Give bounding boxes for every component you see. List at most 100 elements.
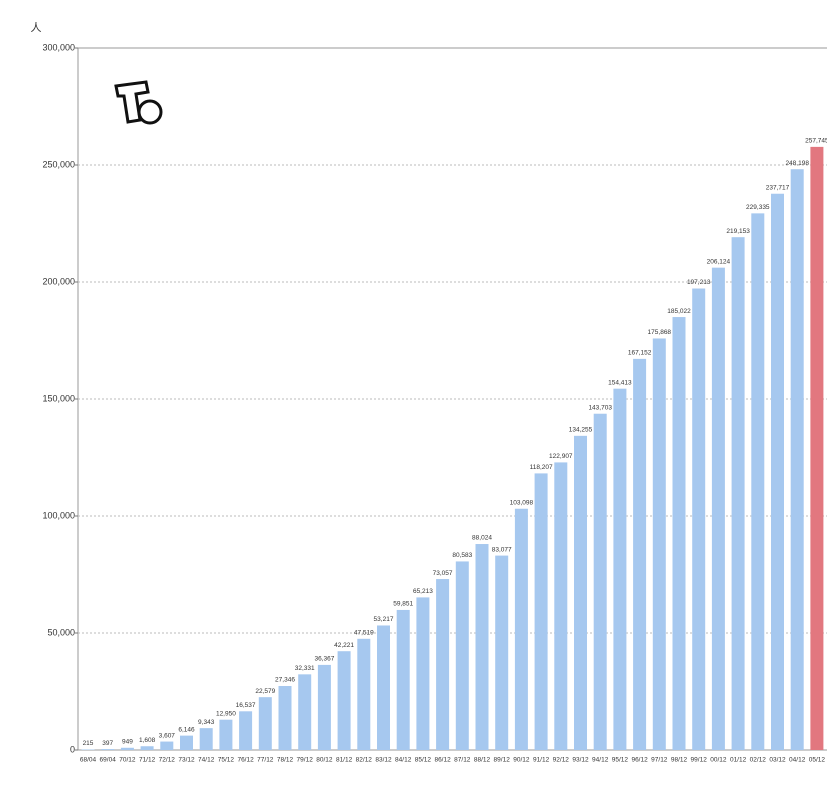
value-label: 73,057 [433, 570, 453, 577]
bar [278, 686, 292, 750]
x-tick-label: 68/04 [80, 757, 97, 764]
x-tick-label: 89/12 [494, 757, 511, 764]
value-label: 36,367 [314, 656, 334, 663]
bar [672, 317, 686, 750]
unit-label: 人 [31, 21, 42, 34]
logo [114, 80, 163, 125]
bar [199, 728, 213, 750]
x-tick-label: 69/04 [100, 757, 117, 764]
bar [771, 193, 784, 751]
value-label: 16,537 [236, 702, 256, 709]
x-tick-label: 93/12 [572, 757, 589, 764]
bar [337, 651, 351, 750]
bar [731, 237, 745, 750]
value-label: 143,703 [588, 404, 612, 411]
bar [298, 674, 312, 750]
value-label: 6,146 [178, 726, 195, 733]
value-label: 59,851 [393, 601, 413, 608]
x-tick-label: 84/12 [395, 757, 412, 764]
bar [652, 338, 666, 750]
value-label: 118,207 [530, 464, 553, 471]
bar [436, 579, 450, 750]
x-tick-label: 79/12 [297, 757, 314, 764]
value-label: 219,153 [726, 228, 750, 235]
value-label: 103,098 [510, 499, 534, 506]
x-tick-label: 82/12 [356, 757, 373, 764]
bar [258, 697, 272, 750]
x-tick-label: 75/12 [218, 757, 235, 764]
y-tick-label: 150,000 [42, 393, 75, 403]
value-label: 53,217 [374, 616, 394, 623]
x-tick-label: 70/12 [119, 757, 136, 764]
value-label: 257,745 [805, 138, 827, 145]
bar [357, 638, 371, 750]
bar [810, 146, 824, 750]
x-tick-label: 78/12 [277, 757, 294, 764]
bar [692, 288, 706, 750]
bar [790, 169, 804, 750]
value-label: 27,346 [275, 677, 295, 684]
bar [81, 749, 95, 750]
value-label: 167,152 [628, 350, 652, 357]
bar [751, 213, 765, 751]
y-tick-label: 250,000 [42, 159, 75, 169]
x-tick-label: 71/12 [139, 757, 156, 764]
x-tick-label: 83/12 [375, 757, 392, 764]
value-label: 83,077 [492, 546, 512, 553]
bar [160, 741, 174, 750]
value-label: 88,024 [472, 535, 492, 542]
value-label: 3,607 [159, 732, 176, 739]
bar [219, 719, 233, 750]
y-tick-label: 0 [70, 744, 75, 754]
value-label: 9,343 [198, 719, 215, 726]
x-tick-label: 76/12 [237, 757, 254, 764]
value-label: 215 [83, 740, 94, 747]
bar [140, 746, 154, 750]
x-tick-label: 91/12 [533, 757, 550, 764]
x-tick-label: 74/12 [198, 757, 215, 764]
bar [574, 435, 587, 750]
bar [239, 711, 253, 750]
x-tick-label: 98/12 [671, 757, 688, 764]
bar [455, 561, 469, 750]
value-label: 185,022 [667, 308, 691, 315]
x-tick-label: 95/12 [612, 757, 629, 764]
value-label: 65,213 [413, 588, 433, 595]
x-tick-label: 02/12 [750, 757, 767, 764]
x-tick-label: 77/12 [257, 757, 274, 764]
bar [593, 413, 607, 750]
y-tick-label: 100,000 [42, 510, 75, 520]
bar [495, 555, 509, 750]
value-label: 47,519 [354, 630, 374, 637]
y-tick-label: 200,000 [42, 276, 75, 286]
x-tick-label: 94/12 [592, 757, 609, 764]
y-tick-label: 300,000 [42, 42, 75, 52]
bar [534, 473, 548, 750]
x-tick-label: 72/12 [159, 757, 176, 764]
x-tick-label: 85/12 [415, 757, 432, 764]
value-label: 122,907 [549, 453, 573, 460]
x-tick-label: 97/12 [651, 757, 668, 764]
bar [554, 462, 568, 750]
x-tick-label: 96/12 [631, 757, 648, 764]
value-label: 32,331 [295, 665, 315, 672]
x-tick-label: 88/12 [474, 757, 491, 764]
bar [613, 388, 627, 750]
value-label: 237,717 [766, 184, 790, 191]
x-tick-label: 92/12 [553, 757, 570, 764]
bar [711, 267, 725, 750]
value-label: 229,335 [746, 204, 770, 211]
value-label: 1,608 [139, 737, 156, 744]
x-tick-label: 87/12 [454, 757, 471, 764]
bar [317, 664, 331, 750]
bar [633, 358, 647, 750]
value-label: 12,950 [216, 710, 236, 717]
x-tick-label: 05/12 [809, 757, 826, 764]
bar [475, 544, 489, 750]
value-label: 22,579 [255, 688, 275, 695]
x-tick-label: 73/12 [178, 757, 195, 764]
value-label: 206,124 [707, 258, 731, 265]
bar [120, 747, 134, 750]
